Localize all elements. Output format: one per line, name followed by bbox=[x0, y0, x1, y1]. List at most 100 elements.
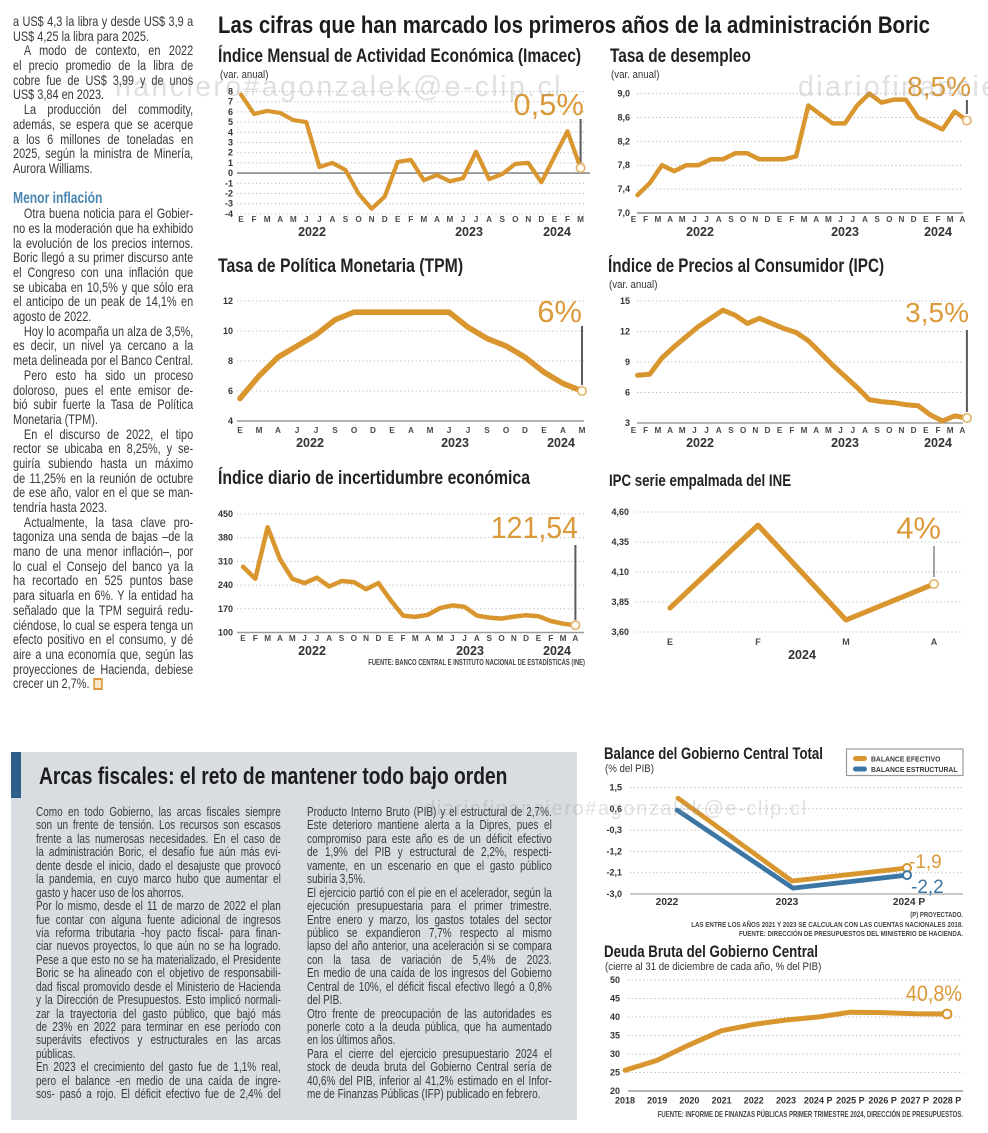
svg-text:2022: 2022 bbox=[296, 436, 324, 450]
svg-text:E: E bbox=[240, 634, 246, 643]
svg-text:6%: 6% bbox=[537, 294, 582, 329]
svg-text:8,2: 8,2 bbox=[617, 136, 630, 146]
svg-text:N: N bbox=[898, 426, 904, 435]
svg-text:M: M bbox=[947, 215, 954, 224]
svg-text:2023: 2023 bbox=[831, 436, 859, 450]
svg-text:M: M bbox=[437, 634, 444, 643]
svg-text:-2,2: -2,2 bbox=[911, 877, 944, 898]
svg-text:2023: 2023 bbox=[776, 1096, 796, 1106]
svg-text:2026 P: 2026 P bbox=[868, 1096, 897, 1106]
svg-text:2024: 2024 bbox=[924, 225, 952, 239]
svg-text:J: J bbox=[704, 215, 709, 224]
svg-text:J: J bbox=[302, 634, 307, 643]
svg-text:F: F bbox=[789, 215, 794, 224]
svg-text:310: 310 bbox=[218, 556, 233, 566]
svg-text:2023: 2023 bbox=[441, 436, 469, 450]
svg-text:3,60: 3,60 bbox=[611, 627, 629, 637]
svg-text:4: 4 bbox=[228, 127, 233, 137]
svg-text:O: O bbox=[503, 426, 510, 435]
svg-text:O: O bbox=[351, 634, 358, 643]
svg-text:BALANCE ESTRUCTURAL: BALANCE ESTRUCTURAL bbox=[871, 765, 958, 774]
svg-text:3: 3 bbox=[625, 418, 630, 428]
svg-text:2018: 2018 bbox=[615, 1096, 635, 1106]
svg-text:M: M bbox=[447, 215, 454, 224]
svg-text:2022: 2022 bbox=[744, 1096, 764, 1106]
svg-text:E: E bbox=[777, 215, 783, 224]
svg-text:S: S bbox=[874, 215, 880, 224]
svg-text:O: O bbox=[740, 426, 747, 435]
svg-text:8,5%: 8,5% bbox=[907, 71, 971, 102]
svg-text:-3,0: -3,0 bbox=[606, 889, 622, 899]
svg-text:J: J bbox=[317, 215, 322, 224]
svg-text:D: D bbox=[375, 634, 381, 643]
svg-text:6: 6 bbox=[625, 388, 630, 398]
svg-text:2022: 2022 bbox=[656, 897, 679, 908]
svg-text:5: 5 bbox=[228, 117, 233, 127]
svg-text:J: J bbox=[461, 215, 466, 224]
svg-text:9,0: 9,0 bbox=[617, 89, 630, 99]
svg-text:2020: 2020 bbox=[679, 1096, 699, 1106]
svg-text:7,0: 7,0 bbox=[617, 208, 630, 218]
svg-text:M: M bbox=[256, 426, 263, 435]
svg-text:E: E bbox=[389, 426, 395, 435]
svg-text:A: A bbox=[474, 634, 480, 643]
svg-text:N: N bbox=[525, 215, 531, 224]
svg-text:LAS ENTRE LOS AÑOS 2021 Y 2023: LAS ENTRE LOS AÑOS 2021 Y 2023 SE CALCUL… bbox=[691, 919, 963, 929]
svg-text:170: 170 bbox=[218, 604, 233, 614]
svg-text:N: N bbox=[369, 215, 375, 224]
svg-text:N: N bbox=[511, 634, 517, 643]
svg-text:M: M bbox=[801, 215, 808, 224]
svg-text:D: D bbox=[382, 215, 388, 224]
svg-text:M: M bbox=[947, 426, 954, 435]
svg-text:20: 20 bbox=[610, 1086, 620, 1096]
svg-text:O: O bbox=[355, 215, 362, 224]
svg-text:M: M bbox=[654, 426, 661, 435]
svg-text:2024: 2024 bbox=[788, 648, 816, 662]
svg-text:F: F bbox=[755, 637, 761, 647]
svg-text:0,6: 0,6 bbox=[609, 804, 622, 814]
svg-text:M: M bbox=[842, 637, 850, 647]
svg-text:45: 45 bbox=[610, 994, 620, 1004]
svg-text:121,54: 121,54 bbox=[491, 511, 578, 545]
svg-text:J: J bbox=[838, 426, 843, 435]
svg-text:-1,2: -1,2 bbox=[606, 846, 622, 856]
svg-text:A: A bbox=[329, 215, 335, 224]
svg-text:BALANCE EFECTIVO: BALANCE EFECTIVO bbox=[871, 754, 941, 763]
svg-text:D: D bbox=[370, 426, 376, 435]
svg-text:M: M bbox=[420, 215, 427, 224]
svg-text:A: A bbox=[434, 215, 440, 224]
svg-text:A: A bbox=[486, 215, 492, 224]
svg-text:A: A bbox=[862, 426, 868, 435]
svg-text:A: A bbox=[667, 215, 673, 224]
svg-text:S: S bbox=[728, 215, 734, 224]
svg-text:F: F bbox=[408, 215, 413, 224]
svg-text:J: J bbox=[314, 426, 319, 435]
svg-text:A: A bbox=[277, 215, 283, 224]
svg-text:2024: 2024 bbox=[543, 225, 571, 239]
svg-text:2023: 2023 bbox=[776, 897, 799, 908]
svg-text:3: 3 bbox=[228, 138, 233, 148]
svg-text:J: J bbox=[304, 215, 309, 224]
svg-text:M: M bbox=[654, 215, 661, 224]
svg-text:2023: 2023 bbox=[831, 225, 859, 239]
svg-text:S: S bbox=[484, 426, 490, 435]
svg-text:M: M bbox=[264, 215, 271, 224]
svg-text:12: 12 bbox=[223, 296, 233, 306]
svg-text:D: D bbox=[522, 426, 528, 435]
svg-text:D: D bbox=[765, 426, 771, 435]
svg-text:-3: -3 bbox=[225, 199, 233, 209]
svg-text:2022: 2022 bbox=[686, 436, 714, 450]
svg-text:A: A bbox=[667, 426, 673, 435]
svg-text:D: D bbox=[765, 215, 771, 224]
svg-text:E: E bbox=[923, 426, 929, 435]
svg-text:(P) PROYECTADO.: (P) PROYECTADO. bbox=[910, 912, 963, 920]
svg-text:FUENTE: DIRECCIÓN DE PRESUPUES: FUENTE: DIRECCIÓN DE PRESUPUESTOS DEL MI… bbox=[739, 928, 963, 938]
svg-text:2023: 2023 bbox=[455, 225, 483, 239]
svg-text:4,35: 4,35 bbox=[611, 537, 629, 547]
svg-text:O: O bbox=[351, 426, 358, 435]
svg-text:J: J bbox=[474, 215, 479, 224]
svg-text:S: S bbox=[499, 215, 505, 224]
svg-text:M: M bbox=[679, 215, 686, 224]
svg-text:J: J bbox=[295, 426, 300, 435]
svg-text:25: 25 bbox=[610, 1068, 620, 1078]
